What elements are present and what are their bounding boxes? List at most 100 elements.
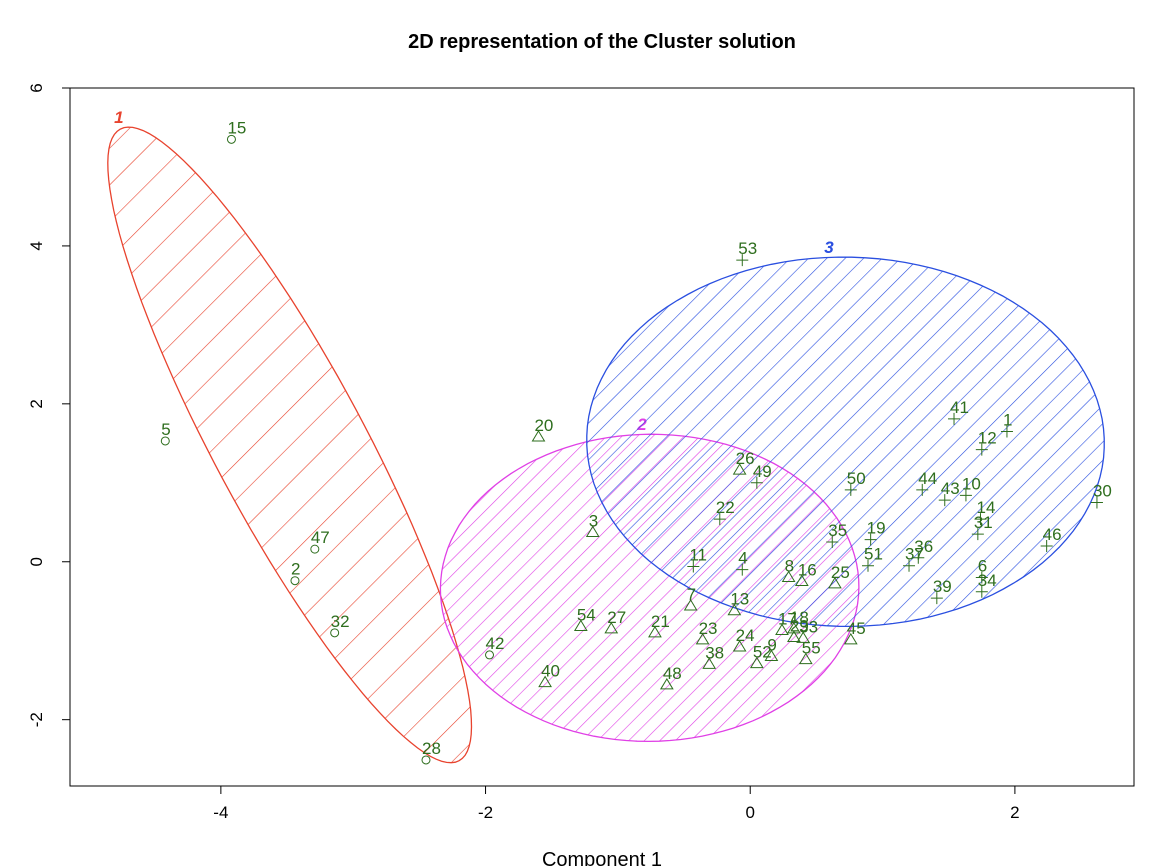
point-label: 27 (607, 608, 626, 627)
point (959, 489, 972, 502)
point-label: 39 (933, 577, 952, 596)
point (1000, 425, 1013, 438)
point (750, 476, 763, 489)
point-label: 18 (790, 608, 809, 627)
point (864, 533, 877, 546)
point-label: 10 (962, 474, 981, 493)
point-label: 9 (767, 636, 776, 655)
point-label: 32 (331, 612, 350, 631)
x-axis-label: Component 1 (542, 849, 662, 866)
y-tick-label: 2 (27, 399, 46, 408)
point-label: 54 (577, 606, 596, 625)
point (844, 483, 857, 496)
point-label: 47 (311, 528, 330, 547)
point (659, 677, 674, 690)
point (938, 494, 951, 507)
point-label: 48 (663, 664, 682, 683)
point-label: 35 (828, 521, 847, 540)
point (538, 675, 552, 688)
point (974, 513, 987, 526)
point (764, 649, 779, 662)
point-label: 40 (541, 662, 560, 681)
point (683, 599, 698, 611)
point (736, 563, 749, 576)
point (713, 513, 726, 526)
point (531, 430, 546, 442)
point (1040, 539, 1053, 552)
point-label: 50 (847, 469, 866, 488)
y-tick-label: 0 (27, 557, 46, 566)
point (916, 483, 929, 496)
point (573, 619, 588, 632)
point (310, 544, 320, 554)
point-label: 33 (799, 617, 818, 636)
point (971, 528, 984, 541)
point (702, 657, 717, 669)
point-label: 22 (716, 498, 735, 517)
point (862, 559, 874, 572)
point-label: 1 (1003, 410, 1012, 429)
x-tick-label: -2 (478, 803, 493, 822)
point-label: 8 (785, 557, 794, 576)
point (695, 632, 710, 645)
point (826, 536, 839, 549)
point-label: 51 (864, 545, 883, 564)
point (796, 631, 811, 643)
point-label: 14 (976, 498, 995, 517)
point (160, 436, 170, 446)
y-tick-label: 6 (27, 83, 46, 92)
point-label: 5 (161, 420, 170, 439)
point-label: 28 (422, 739, 441, 758)
y-tick-label: -2 (27, 712, 46, 727)
point-label: 49 (753, 462, 772, 481)
point-label: 44 (918, 469, 937, 488)
x-tick-label: 2 (1010, 803, 1019, 822)
point-label: 4 (738, 549, 747, 568)
point (604, 621, 619, 634)
point-label: 19 (867, 519, 886, 538)
x-tick-label: 0 (745, 803, 754, 822)
point-label: 2 (291, 560, 300, 579)
point (687, 560, 700, 573)
point (781, 570, 796, 583)
x-tick-label: -4 (213, 803, 228, 822)
point-label: 38 (705, 643, 724, 662)
point (330, 628, 340, 638)
cluster-label: 3 (824, 238, 834, 257)
point-label: 41 (950, 398, 969, 417)
point (975, 585, 988, 598)
point (1090, 496, 1103, 509)
point-label: 55 (802, 639, 821, 658)
point (732, 463, 747, 475)
point-label: 42 (486, 634, 505, 653)
point (727, 603, 742, 616)
point (903, 559, 916, 572)
point (732, 640, 747, 652)
point (226, 134, 236, 144)
point-label: 13 (730, 590, 749, 609)
point (648, 625, 662, 638)
point (736, 254, 749, 267)
point-label: 29 (790, 617, 809, 636)
point (798, 652, 813, 665)
point-label: 36 (914, 537, 933, 556)
point-label: 37 (905, 545, 924, 564)
point (975, 443, 988, 456)
chart-title: 2D representation of the Cluster solutio… (408, 31, 796, 53)
plot-frame (69, 87, 1135, 787)
point (828, 576, 842, 589)
point (749, 656, 764, 669)
point-label: 7 (687, 585, 696, 604)
point-label: 31 (974, 513, 993, 532)
point-label: 46 (1043, 525, 1062, 544)
point (787, 630, 801, 643)
point (787, 621, 801, 634)
point-label: 12 (978, 429, 997, 448)
point-label: 11 (689, 545, 707, 564)
cluster-ellipse (107, 126, 473, 764)
point (843, 632, 858, 645)
point-label: 34 (978, 571, 997, 590)
point-label: 53 (738, 239, 757, 258)
point (912, 551, 925, 564)
